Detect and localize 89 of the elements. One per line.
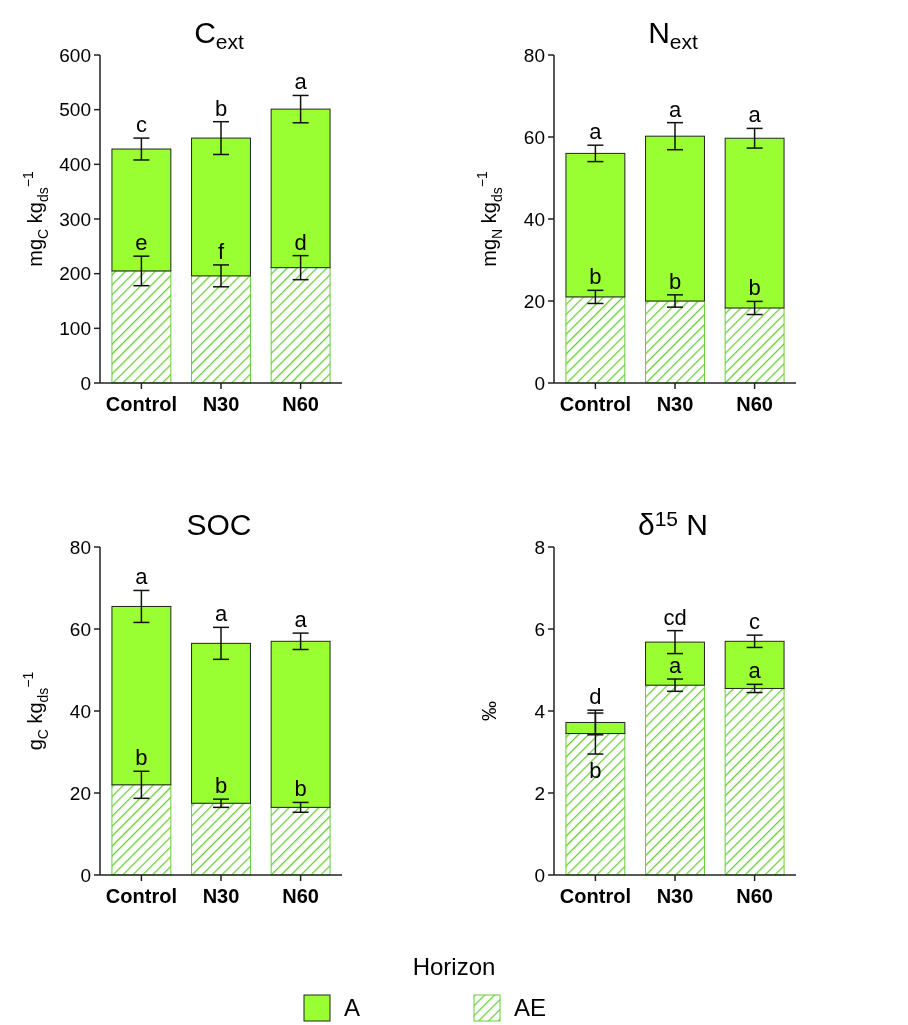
y-tick-label: 40 (523, 208, 545, 230)
x-tick-label: N60 (736, 885, 773, 907)
annotation: a (294, 607, 308, 633)
annotation: a (668, 653, 682, 679)
bar (565, 296, 626, 384)
annotation: b (294, 776, 307, 802)
annotation: a (214, 601, 228, 627)
annotation: c (749, 609, 761, 635)
y-tick-label: 2 (534, 782, 545, 804)
bar (565, 733, 626, 876)
bar (645, 684, 705, 876)
y-tick-label: 300 (59, 208, 91, 230)
bar (724, 640, 785, 689)
y-tick-label: 4 (534, 700, 546, 722)
y-tick-label: 200 (59, 263, 91, 285)
annotation: a (748, 102, 762, 128)
y-axis-title: ‰ (478, 701, 500, 721)
bar (724, 137, 785, 309)
x-tick-label: N60 (282, 885, 319, 907)
bar (565, 152, 626, 298)
x-tick-label: N60 (282, 393, 319, 415)
annotation: a (589, 119, 603, 145)
y-tick-label: 0 (534, 372, 545, 394)
x-tick-label: Control (105, 393, 177, 415)
y-tick-label: 60 (523, 126, 545, 148)
legend-title: Horizon (412, 953, 496, 980)
bar (270, 108, 331, 269)
x-tick-label: N30 (656, 885, 694, 907)
bar (191, 642, 251, 804)
annotation: cd (663, 604, 687, 630)
y-tick-label: 0 (80, 864, 91, 886)
x-tick-label: Control (559, 393, 631, 415)
bar (645, 300, 705, 384)
chart-title: SOC (186, 508, 252, 541)
annotation: a (668, 96, 682, 122)
chart-title: N$_{ext}$ (648, 16, 699, 53)
y-tick-label: 60 (69, 618, 91, 640)
x-tick-label: N30 (202, 885, 240, 907)
annotation: a (294, 69, 308, 95)
y-tick-label: 80 (523, 44, 545, 66)
x-tick-label: N30 (202, 393, 240, 415)
annotation: b (214, 95, 228, 121)
y-tick-label: 400 (59, 153, 91, 175)
bar (724, 687, 785, 876)
bar (111, 148, 172, 272)
chart-title: δ$^{15}$ N (637, 507, 709, 541)
annotation: a (135, 564, 149, 590)
annotation: f (217, 238, 225, 264)
bar (270, 267, 331, 384)
bar (191, 802, 251, 876)
annotation: e (135, 230, 148, 256)
annotation: a (748, 658, 762, 684)
bar (270, 640, 331, 808)
y-tick-label: 0 (534, 864, 545, 886)
y-tick-label: 6 (534, 618, 545, 640)
bar (191, 275, 251, 384)
annotation: b (135, 745, 148, 771)
bar (270, 806, 331, 876)
annotation: c (135, 112, 147, 138)
y-tick-label: 40 (69, 700, 91, 722)
x-tick-label: Control (559, 885, 631, 907)
annotation: b (748, 275, 761, 301)
y-tick-label: 80 (69, 536, 91, 558)
x-tick-label: N30 (656, 393, 694, 415)
bar (565, 721, 626, 735)
y-tick-label: 100 (59, 317, 91, 339)
annotation: d (294, 229, 307, 255)
bar (111, 605, 172, 786)
annotation: b (589, 264, 602, 290)
bar (645, 135, 705, 302)
y-tick-label: 0 (80, 372, 91, 394)
y-tick-label: 20 (523, 290, 545, 312)
annotation: b (668, 268, 682, 294)
annotation: d (589, 684, 602, 710)
chart-title: C$_{ext}$ (194, 16, 245, 53)
y-tick-label: 8 (534, 536, 545, 558)
y-tick-label: 600 (59, 44, 91, 66)
bar (724, 307, 785, 384)
legend-label: AE (514, 994, 547, 1022)
legend-label: A (344, 994, 361, 1022)
bar (111, 270, 172, 384)
x-tick-label: N60 (736, 393, 773, 415)
bar (111, 784, 172, 876)
bar (191, 137, 251, 277)
y-tick-label: 20 (69, 782, 91, 804)
y-tick-label: 500 (59, 99, 91, 121)
x-tick-label: Control (105, 885, 177, 907)
bar (645, 641, 705, 686)
annotation: b (214, 773, 228, 799)
